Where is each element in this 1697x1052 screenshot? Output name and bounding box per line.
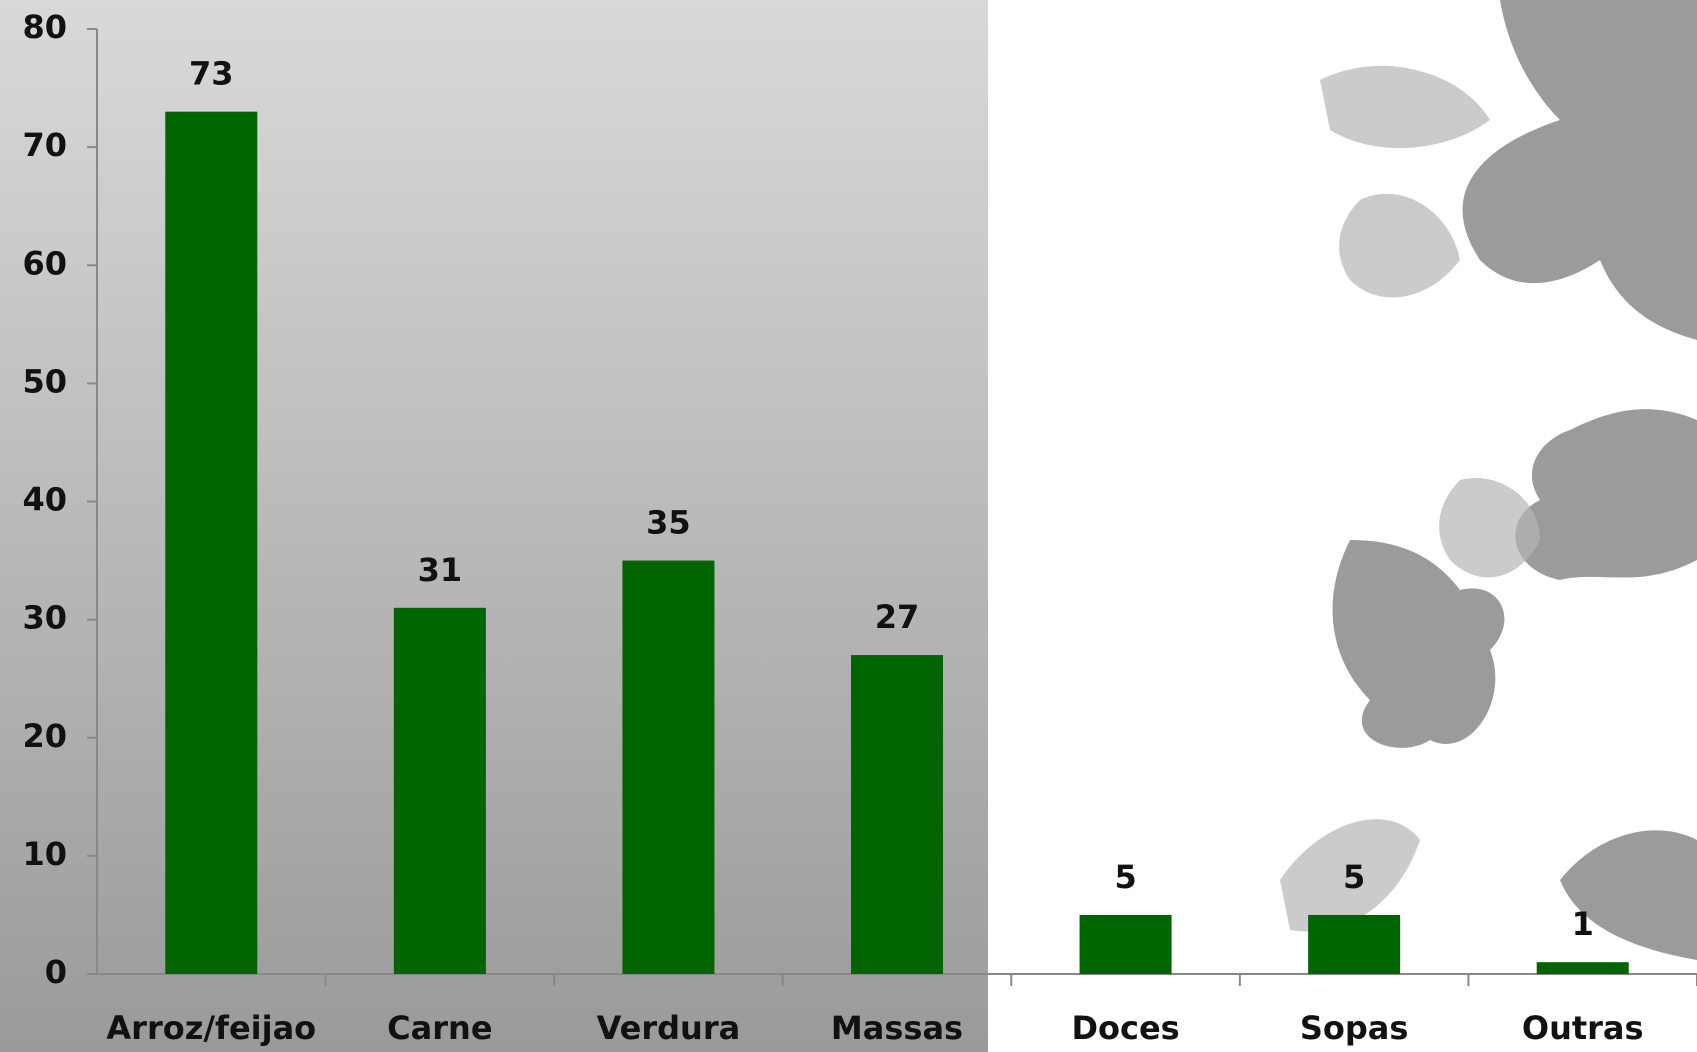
- y-tick-label: 20: [22, 717, 67, 755]
- background-panel: [0, 0, 988, 1052]
- chart: 0 10 20 30 40 50 60 70 80 Arroz/feijao 73 Carne 31 Ve…: [0, 0, 1697, 1052]
- value-label: 35: [646, 504, 691, 542]
- y-tick-label: 80: [22, 8, 67, 46]
- y-tick-label: 0: [45, 953, 67, 991]
- bar: [1080, 915, 1172, 974]
- value-label: 5: [1114, 858, 1136, 896]
- y-tick-label: 10: [22, 835, 67, 873]
- value-label: 27: [875, 598, 920, 636]
- x-tick-label: Doces: [1071, 1009, 1179, 1047]
- bar: [1308, 915, 1400, 974]
- y-tick-label: 70: [22, 126, 67, 164]
- y-tick-label: 50: [22, 362, 67, 400]
- bar: [165, 112, 257, 974]
- value-label: 73: [189, 55, 234, 93]
- page: {"chart_data": {"type": "bar", "categori…: [0, 0, 1697, 1052]
- bar: [394, 608, 486, 974]
- bar: [851, 655, 943, 974]
- value-label: 1: [1572, 905, 1594, 943]
- bar: [622, 561, 714, 974]
- bar: [1537, 962, 1629, 974]
- value-label: 5: [1343, 858, 1365, 896]
- value-label: 31: [418, 551, 463, 589]
- x-tick-label: Sopas: [1300, 1009, 1409, 1047]
- x-tick-label: Arroz/feijao: [106, 1009, 316, 1047]
- y-tick-label: 40: [22, 481, 67, 519]
- x-tick-label: Carne: [387, 1009, 492, 1047]
- x-tick-label: Outras: [1522, 1009, 1644, 1047]
- y-tick-label: 30: [22, 599, 67, 637]
- y-tick-label: 60: [22, 244, 67, 282]
- x-tick-label: Verdura: [597, 1009, 741, 1047]
- x-tick-label: Massas: [831, 1009, 963, 1047]
